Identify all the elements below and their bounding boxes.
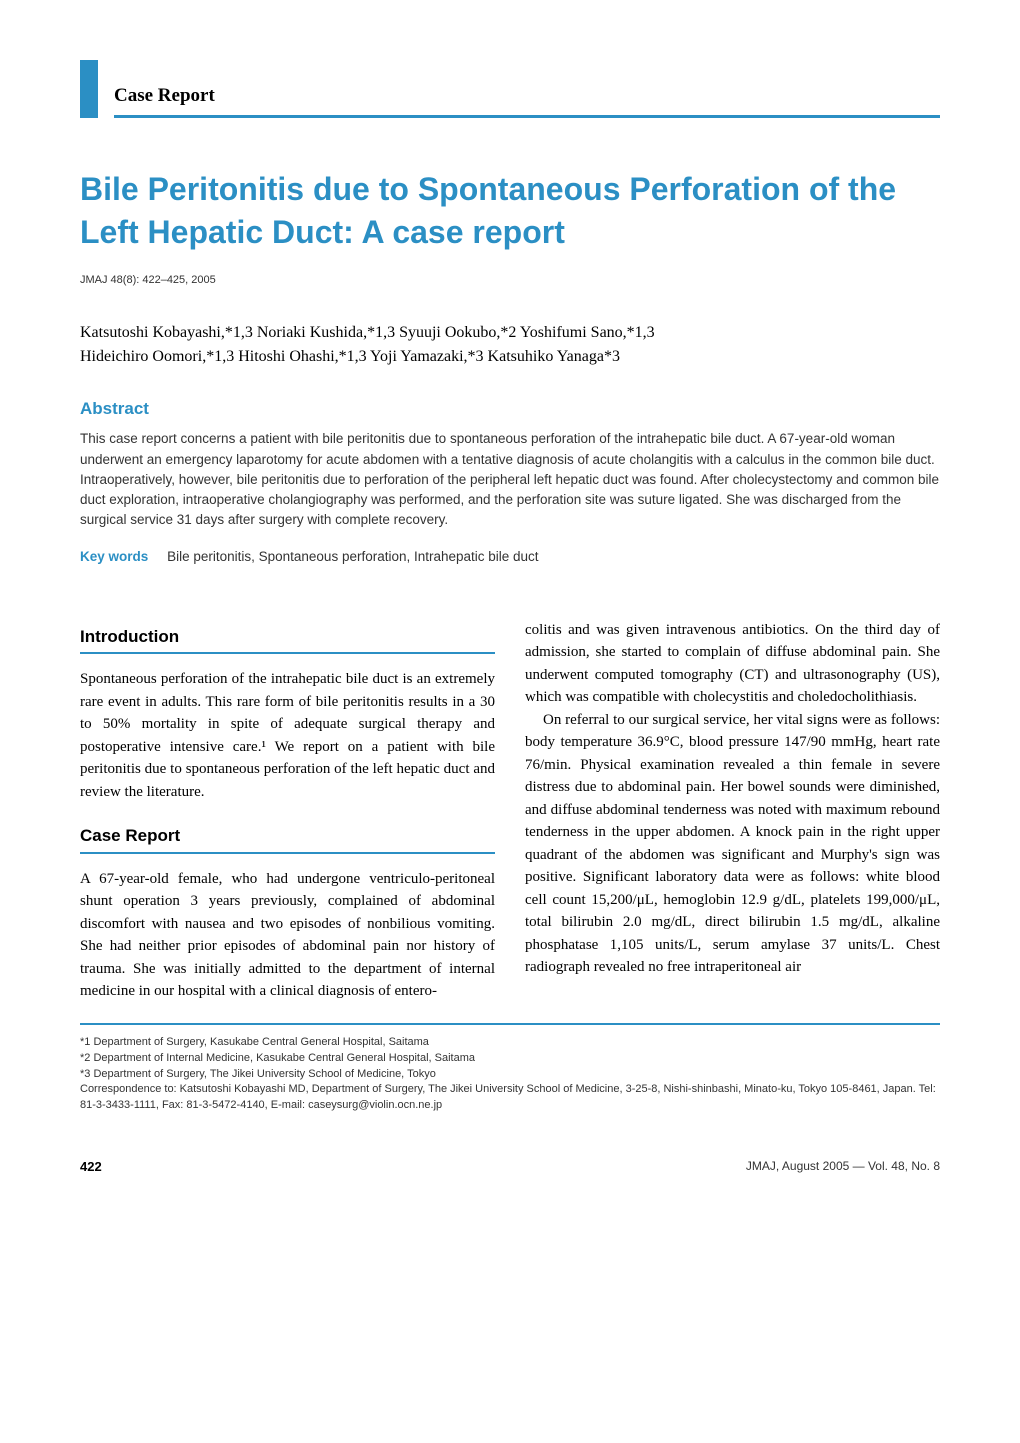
abstract-heading: Abstract: [80, 399, 940, 419]
keywords-label: Key words: [80, 549, 148, 564]
authors-line-2: Hideichiro Oomori,*1,3 Hitoshi Ohashi,*1…: [80, 345, 940, 369]
authors-line-1: Katsutoshi Kobayashi,*1,3 Noriaki Kushid…: [80, 321, 940, 345]
keywords-text: Bile peritonitis, Spontaneous perforatio…: [167, 549, 538, 564]
footnote-correspondence: Correspondence to: Katsutoshi Kobayashi …: [80, 1082, 940, 1114]
section-label: Case Report: [114, 85, 940, 107]
header-accent-bar: [80, 60, 98, 118]
introduction-text: Spontaneous perforation of the intrahepa…: [80, 668, 495, 803]
case-report-heading: Case Report: [80, 823, 495, 854]
page-number: 422: [80, 1159, 102, 1174]
page-footer: 422 JMAJ, August 2005 — Vol. 48, No. 8: [80, 1159, 940, 1174]
case-text-col2-p1: colitis and was given intravenous antibi…: [525, 619, 940, 709]
abstract-text: This case report concerns a patient with…: [80, 429, 940, 530]
introduction-heading: Introduction: [80, 624, 495, 655]
header-bar: Case Report: [80, 60, 940, 118]
keywords-separator: [152, 549, 163, 564]
case-text-col2-p2: On referral to our surgical service, her…: [525, 709, 940, 979]
body-columns: Introduction Spontaneous perforation of …: [80, 619, 940, 1003]
case-text-col1: A 67-year-old female, who had undergone …: [80, 868, 495, 1003]
article-title: Bile Peritonitis due to Spontaneous Perf…: [80, 168, 940, 254]
keywords-line: Key words Bile peritonitis, Spontaneous …: [80, 549, 940, 564]
footnotes-block: *1 Department of Surgery, Kasukabe Centr…: [80, 1035, 940, 1115]
column-left: Introduction Spontaneous perforation of …: [80, 619, 495, 1003]
footnote-3: *3 Department of Surgery, The Jikei Univ…: [80, 1067, 940, 1083]
authors-block: Katsutoshi Kobayashi,*1,3 Noriaki Kushid…: [80, 321, 940, 369]
footnotes-rule: [80, 1023, 940, 1025]
journal-citation: JMAJ 48(8): 422–425, 2005: [80, 274, 940, 286]
footnote-1: *1 Department of Surgery, Kasukabe Centr…: [80, 1035, 940, 1051]
column-right: colitis and was given intravenous antibi…: [525, 619, 940, 1003]
footnote-2: *2 Department of Internal Medicine, Kasu…: [80, 1051, 940, 1067]
footer-journal-info: JMAJ, August 2005 — Vol. 48, No. 8: [746, 1159, 940, 1174]
header-content: Case Report: [114, 60, 940, 118]
